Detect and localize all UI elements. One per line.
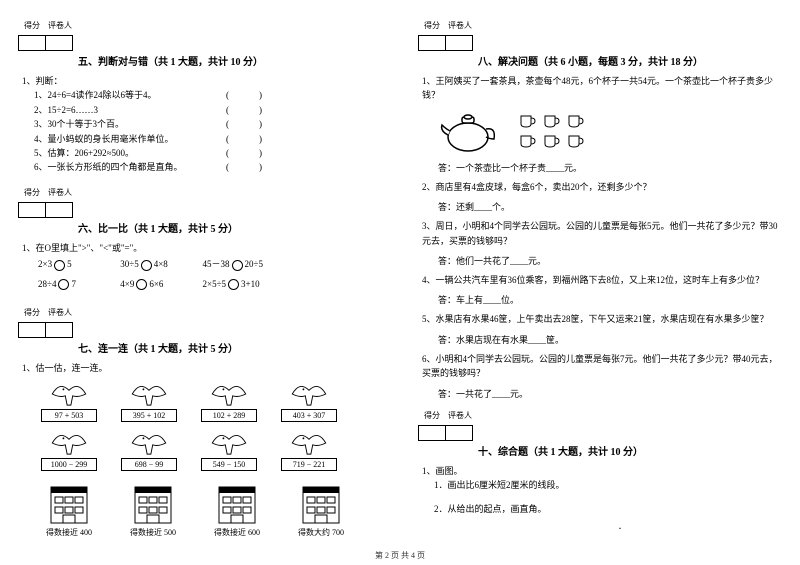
s5-item: 4、量小蚂蚁的身长用毫米作单位。(): [34, 132, 382, 146]
bird-icon: [130, 381, 168, 407]
section-10-title: 十、综合题（共 1 大题，共计 10 分）: [478, 443, 782, 458]
grader-cell: [45, 35, 73, 51]
s10-lead: 1、画图。: [422, 464, 782, 478]
grader-label: 评卷人: [46, 20, 74, 31]
s5-item: 3、30个十等于3个百。(): [34, 117, 382, 131]
buildings-row: 得数接近 400 得数接近 500 得数接近 600 得数大约 700: [34, 481, 382, 538]
s10-i2: 2．从给出的起点，画直角。: [434, 502, 782, 516]
s8-a3: 答：他们一共花了____元。: [438, 254, 782, 267]
s8-q2: 2、商店里有4盒皮球，每盒6个，卖出20个，还剩多少个？: [422, 180, 782, 194]
bird-icon: [290, 430, 328, 456]
teapot-icon: [438, 107, 502, 155]
s8-q4: 4、一辆公共汽车里有36位乘客，到福州路下去8位，又上来12位，这时车上有多少位…: [422, 273, 782, 287]
birds-row-2: 1000 − 299 698 − 99 549 − 150 719 − 221: [34, 430, 382, 471]
s8-q6: 6、小明和4个同学去公园玩。公园的儿童票是每张7元。他们一共花了多少元？带40元…: [422, 352, 782, 381]
page-footer: 第 2 页 共 4 页: [0, 550, 800, 561]
section-7-title: 七、连一连（共 1 大题，共计 5 分）: [78, 340, 382, 355]
score-block: 得分 评卷人: [18, 187, 382, 218]
s6-lead: 1、在O里填上">"、"<"或"="。: [22, 241, 382, 255]
angle-origin-dot: ·: [618, 521, 782, 536]
building-icon: [131, 481, 175, 525]
score-block: 得分 评卷人: [18, 307, 382, 338]
cup-icon: [542, 113, 560, 129]
score-cell: [18, 35, 46, 51]
right-column: 得分 评卷人 八、解决问题（共 6 小题，每题 3 分，共计 18 分） 1、王…: [400, 0, 800, 565]
section-5-title: 五、判断对与错（共 1 大题，共计 10 分）: [78, 53, 382, 68]
teapot-illustration: [438, 107, 782, 155]
cup-icon: [518, 133, 536, 149]
s8-q1: 1、王阿姨买了一套茶具，茶壶每个48元，6个杯子一共54元。一个茶壶比一个杯子贵…: [422, 74, 782, 103]
section-8-title: 八、解决问题（共 6 小题，每题 3 分，共计 18 分）: [478, 53, 782, 68]
cup-icon: [542, 133, 560, 149]
birds-row-1: 97 + 503 395 + 102 102 + 289 403 + 307: [34, 381, 382, 422]
s8-q3: 3、周日，小明和4个同学去公园玩。公园的儿童票是每张5元。他们一共花了多少元？带…: [422, 219, 782, 248]
building-icon: [47, 481, 91, 525]
left-column: 得分 评卷人 五、判断对与错（共 1 大题，共计 10 分） 1、判断： 1、2…: [0, 0, 400, 565]
s8-a2: 答：还剩____个。: [438, 200, 782, 213]
section-6-title: 六、比一比（共 1 大题，共计 5 分）: [78, 220, 382, 235]
bird-icon: [130, 430, 168, 456]
score-label: 得分: [18, 20, 46, 31]
s8-a1: 答：一个茶壶比一个杯子贵____元。: [438, 161, 782, 174]
bird-icon: [210, 430, 248, 456]
bird-icon: [50, 381, 88, 407]
cup-icon: [566, 133, 584, 149]
s8-a6: 答：一共花了____元。: [438, 387, 782, 400]
building-icon: [215, 481, 259, 525]
bird-icon: [50, 430, 88, 456]
s5-item: 6、一张长方形纸的四个角都是直角。(): [34, 160, 382, 174]
score-block: 得分 评卷人: [418, 410, 782, 441]
s5-item: 1、24÷6=4读作24除以6等于4。(): [34, 88, 382, 102]
s6-row1: 2×35 30÷54×8 45－3820÷5: [38, 255, 382, 275]
cup-icon: [566, 113, 584, 129]
s10-i1: 1．画出比6厘米短2厘米的线段。: [434, 478, 782, 492]
s7-lead: 1、估一估，连一连。: [22, 361, 382, 375]
building-icon: [299, 481, 343, 525]
s6-row2: 28÷47 4×96×6 2×5÷53+10: [38, 275, 382, 295]
s8-a4: 答：车上有____位。: [438, 293, 782, 306]
s5-item: 2、15÷2=6……3(): [34, 103, 382, 117]
s8-a5: 答：水果店现在有水果____筐。: [438, 333, 782, 346]
s5-item: 5、估算：206+292≈500。(): [34, 146, 382, 160]
bird-icon: [290, 381, 328, 407]
bird-icon: [210, 381, 248, 407]
s5-lead: 1、判断：: [22, 74, 382, 88]
score-block: 得分 评卷人: [418, 20, 782, 51]
s8-q5: 5、水果店有水果46筐，上午卖出去28筐，下午又运来21筐，水果店现在有水果多少…: [422, 312, 782, 326]
cup-icon: [518, 113, 536, 129]
score-block: 得分 评卷人: [18, 20, 382, 51]
